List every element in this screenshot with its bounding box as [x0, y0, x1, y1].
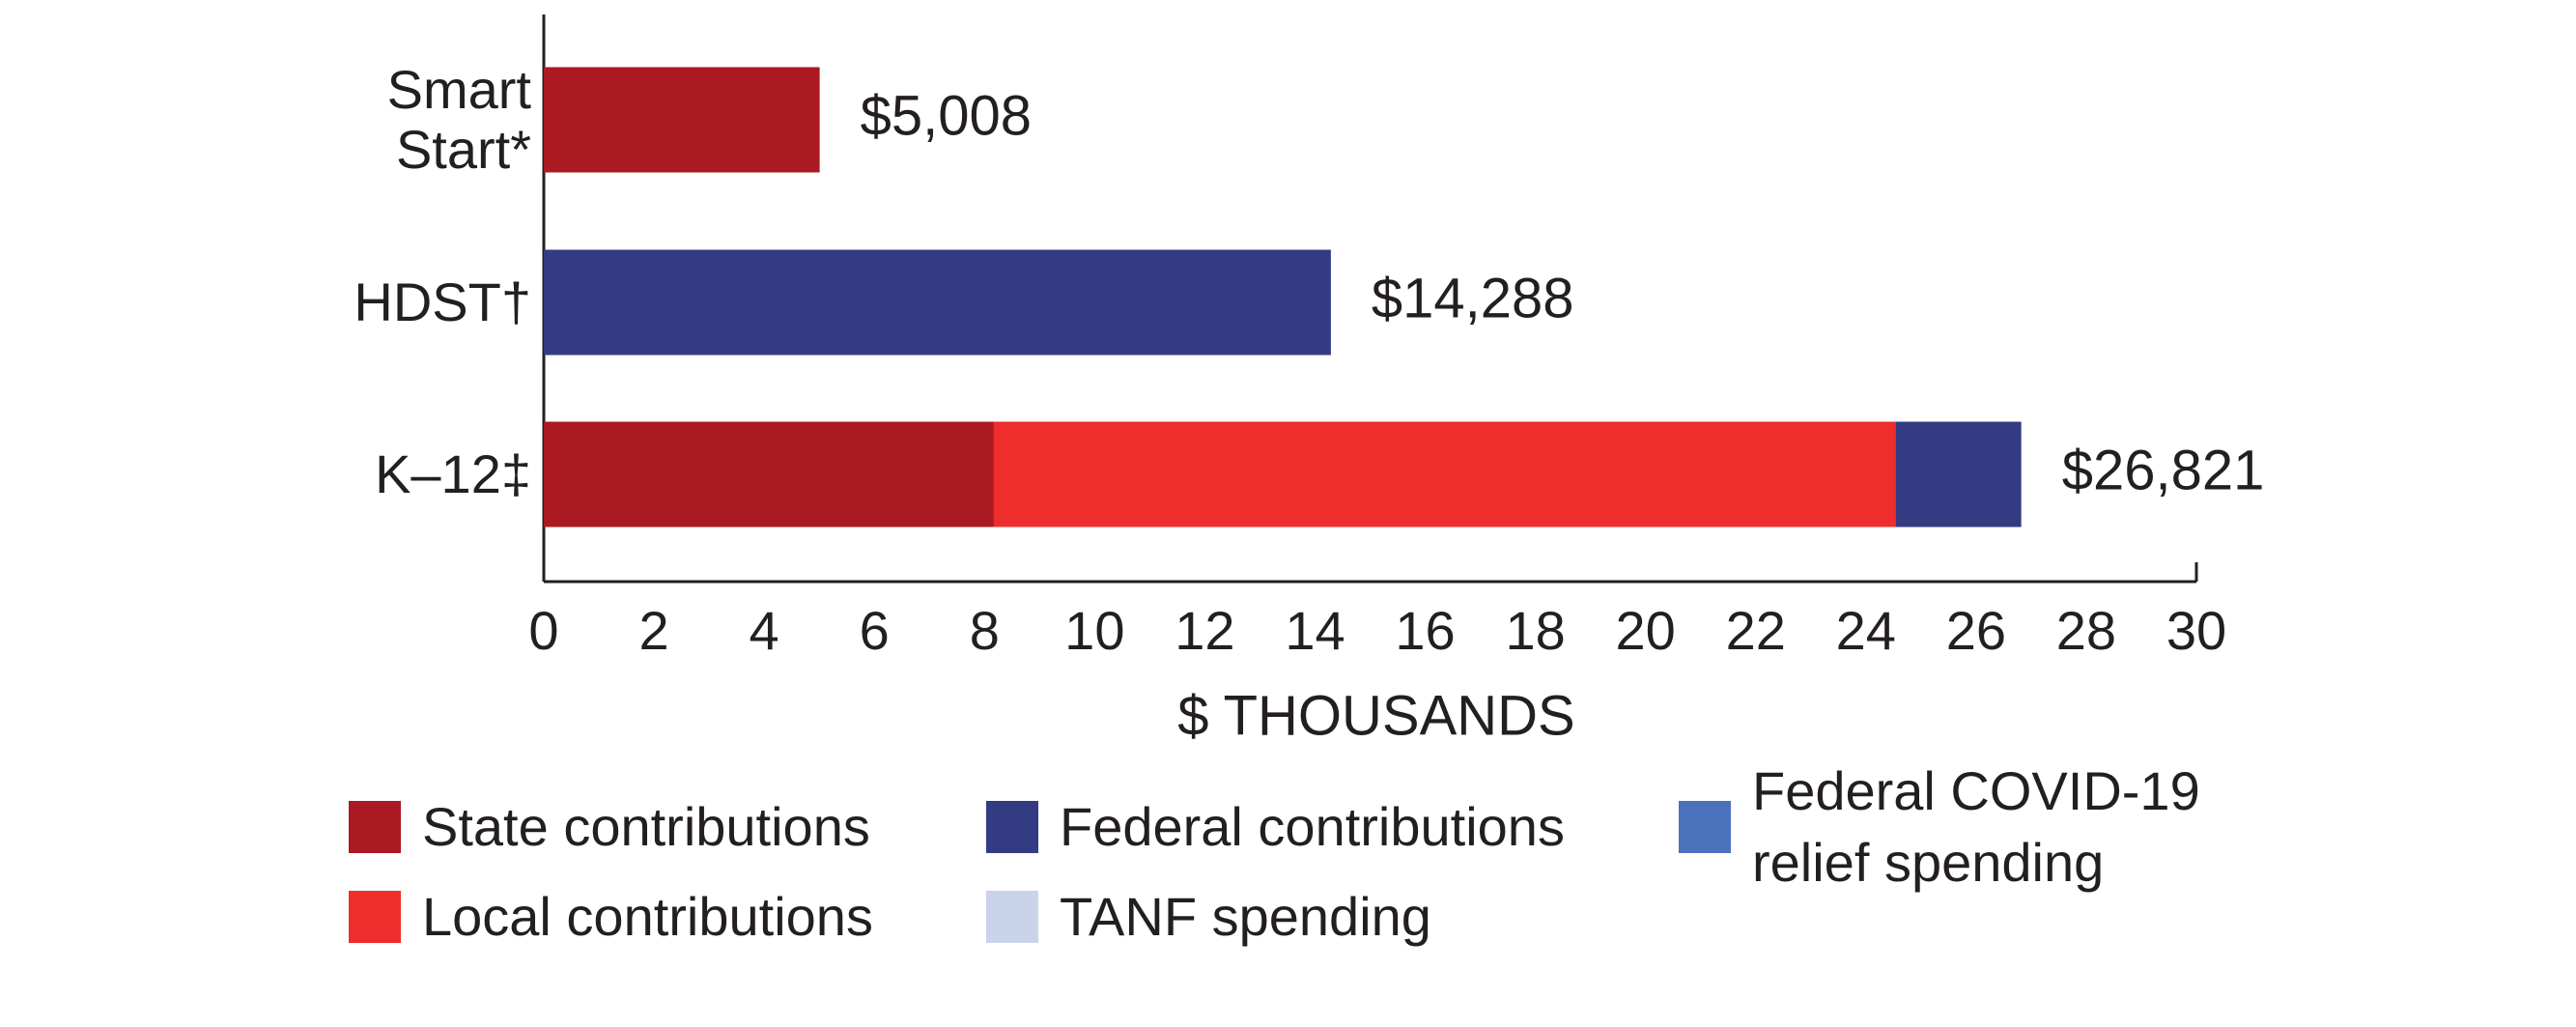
legend-label-wrap: Federal COVID-19 relief spending: [1752, 750, 2293, 972]
legend-label-box: Federal COVID-19 relief spending: [1752, 750, 2293, 972]
x-tick-label: 12: [1175, 600, 1234, 661]
legend-label-wrap: Federal contributions: [1060, 750, 1658, 904]
bar-segment: [544, 67, 820, 173]
y-tick-label-wrap: K–12‡: [241, 407, 531, 542]
legend-swatch: [986, 801, 1038, 853]
x-tick-label: 24: [1836, 600, 1896, 661]
x-tick-label: 0: [528, 600, 558, 661]
x-tick-label: 18: [1505, 600, 1565, 661]
legend-label: Federal COVID-19 relief spending: [1752, 760, 2200, 893]
y-tick-label-box: HDST†: [241, 235, 531, 370]
bar-segment: [544, 249, 1331, 356]
x-tick-label: 8: [970, 600, 1000, 661]
value-label: $26,821: [2062, 439, 2265, 501]
legend-label: TANF spending: [1060, 886, 1431, 947]
y-tick-label: Smart Start*: [386, 59, 531, 180]
bar-segment: [1895, 421, 2022, 528]
legend-label-box: State contributions: [422, 750, 1021, 904]
legend-swatch: [349, 891, 401, 943]
x-tick-label: 22: [1726, 600, 1786, 661]
legend-label-wrap: TANF spending: [1060, 840, 1658, 994]
x-tick-label: 4: [750, 600, 779, 661]
x-tick-label: 2: [638, 600, 668, 661]
y-tick-label-box: K–12‡: [241, 407, 531, 542]
bar-segment: [993, 421, 1896, 528]
legend-label-box: Local contributions: [422, 840, 1021, 994]
x-axis-title: $ THOUSANDS: [1177, 684, 1574, 747]
legend-label: Federal contributions: [1060, 796, 1565, 857]
x-tick-label: 10: [1064, 600, 1124, 661]
legend-label-box: TANF spending: [1060, 840, 1658, 994]
x-tick-label: 26: [1946, 600, 2006, 661]
legend-swatch: [986, 891, 1038, 943]
y-tick-label-box: Smart Start*: [241, 52, 531, 187]
x-tick-label: 30: [2166, 600, 2226, 661]
y-tick-label-wrap: Smart Start*: [241, 52, 531, 187]
x-tick-label: 6: [860, 600, 890, 661]
x-tick-label: 16: [1395, 600, 1455, 661]
legend-swatch: [1679, 801, 1731, 853]
x-tick-label: 14: [1285, 600, 1345, 661]
value-label: $14,288: [1372, 267, 1574, 329]
legend-label: Local contributions: [422, 886, 873, 947]
legend-label-box: Federal contributions: [1060, 750, 1658, 904]
value-label: $5,008: [861, 84, 1032, 147]
legend-label: State contributions: [422, 796, 870, 857]
y-tick-label: K–12‡: [375, 443, 531, 504]
y-tick-label: HDST†: [354, 271, 531, 332]
y-tick-label-wrap: HDST†: [241, 235, 531, 370]
x-tick-label: 20: [1616, 600, 1676, 661]
legend-swatch: [349, 801, 401, 853]
legend-label-wrap: Local contributions: [422, 840, 1021, 994]
legend-label-wrap: State contributions: [422, 750, 1021, 904]
bar-segment: [544, 421, 994, 528]
x-tick-label: 28: [2056, 600, 2116, 661]
